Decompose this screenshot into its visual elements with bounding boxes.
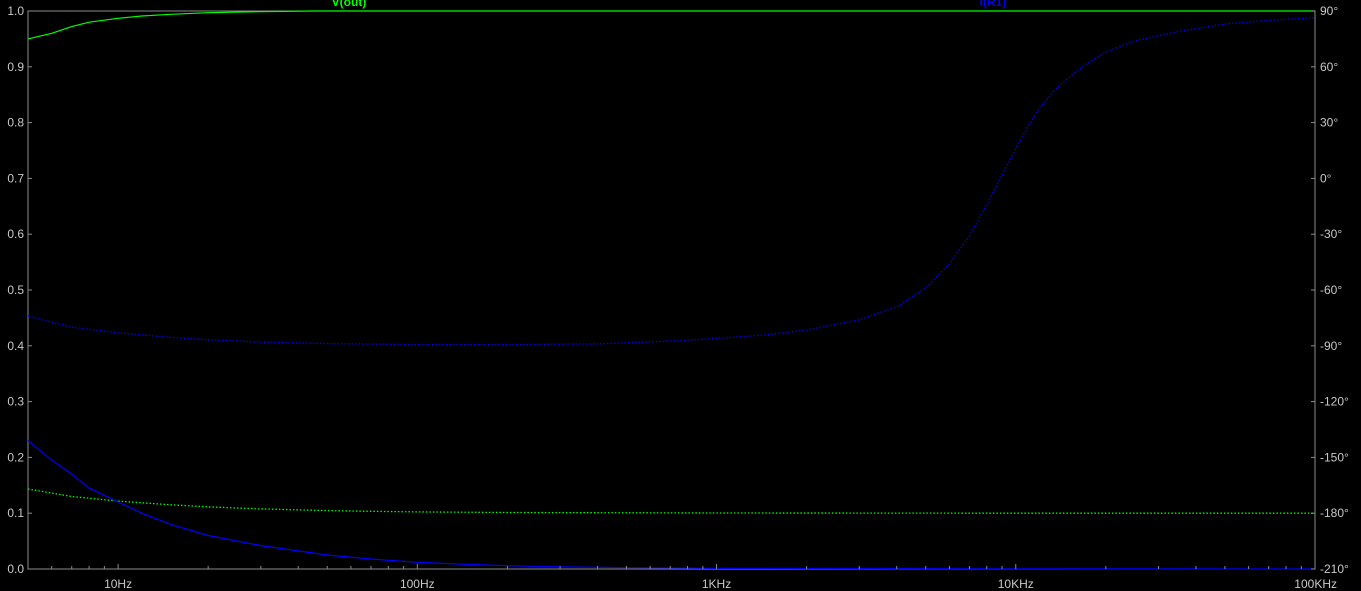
trace-v-out-magnitude — [27, 10, 1315, 40]
right-tick-label: -90° — [1320, 339, 1342, 353]
left-tick-label: 0.6 — [7, 227, 24, 241]
right-tick-label: -180° — [1320, 506, 1349, 520]
left-tick-label: 0.9 — [7, 60, 24, 74]
plot-area — [27, 10, 1316, 570]
left-tick-label: 1.0 — [7, 4, 24, 18]
right-tick-label: 90° — [1320, 4, 1338, 18]
x-tick-label: 100KHz — [1294, 577, 1337, 591]
traces — [27, 10, 1316, 570]
right-tick-label: -120° — [1320, 395, 1349, 409]
trace-name-label[interactable]: I(R1) — [980, 0, 1007, 9]
right-tick-label: -30° — [1320, 227, 1342, 241]
right-tick-label: -60° — [1320, 283, 1342, 297]
trace-labels: V(out) I(R1) — [332, 0, 1007, 9]
left-tick-label: 0.7 — [7, 171, 24, 185]
left-tick-label: 0.0 — [7, 562, 24, 576]
trace-name-label[interactable]: V(out) — [332, 0, 367, 9]
x-tick-label: 1KHz — [702, 577, 731, 591]
left-tick-label: 0.2 — [7, 450, 24, 464]
trace-i-r1-phase — [27, 16, 1316, 346]
trace-v-out-phase — [27, 488, 1315, 514]
x-tick-label: 10Hz — [104, 577, 132, 591]
right-tick-label: 30° — [1320, 116, 1338, 130]
left-tick-label: 0.8 — [7, 116, 24, 130]
left-tick-label: 0.1 — [7, 506, 24, 520]
right-tick-label: 0° — [1320, 171, 1332, 185]
x-tick-label: 10KHz — [998, 577, 1034, 591]
left-tick-label: 0.4 — [7, 339, 24, 353]
x-tick-label: 100Hz — [400, 577, 435, 591]
left-axis: 1.0 0.9 0.8 0.7 0.6 0.5 0.4 0.3 0.2 0.1 0.0 — [7, 4, 32, 576]
left-tick-label: 0.3 — [7, 395, 24, 409]
right-tick-label: -210° — [1320, 562, 1349, 576]
x-axis: 10Hz 100Hz 1KHz 10KHz 100KHz — [27, 564, 1337, 591]
right-tick-label: 60° — [1320, 60, 1338, 74]
right-axis: 90° 60° 30° 0° -30° -60° -90° -120° -150° -180° -2… — [1311, 4, 1349, 576]
right-tick-label: -150° — [1320, 450, 1349, 464]
trace-i-r1-magnitude — [27, 440, 1316, 570]
left-tick-label: 0.5 — [7, 283, 24, 297]
